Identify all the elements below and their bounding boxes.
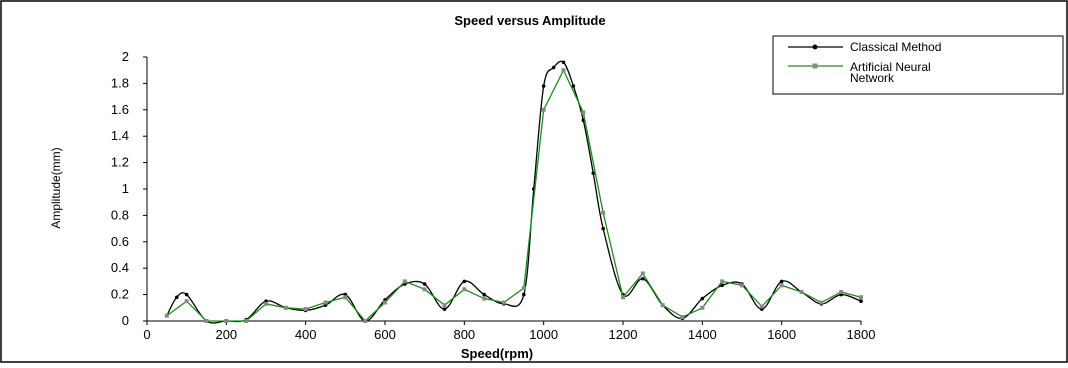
data-point bbox=[621, 295, 625, 300]
chart-title: Speed versus Amplitude bbox=[454, 13, 605, 28]
data-point bbox=[859, 295, 863, 300]
x-tick-label: 800 bbox=[453, 327, 475, 342]
x-tick-label: 1200 bbox=[609, 327, 638, 342]
data-point bbox=[799, 289, 804, 294]
legend-label-ann-line2: Network bbox=[850, 71, 895, 85]
y-tick-label: 0.6 bbox=[111, 234, 129, 249]
data-point bbox=[343, 295, 348, 300]
data-point bbox=[700, 305, 705, 310]
legend-label-ann: Artificial Neural bbox=[850, 60, 931, 74]
data-point bbox=[779, 279, 784, 284]
y-tick-label: 2 bbox=[122, 49, 129, 64]
data-point bbox=[561, 60, 566, 65]
data-point bbox=[164, 313, 169, 318]
data-point bbox=[859, 299, 863, 304]
data-point bbox=[224, 319, 229, 323]
data-point bbox=[541, 84, 546, 88]
x-tick-label: 1400 bbox=[688, 327, 717, 342]
data-point bbox=[502, 300, 506, 305]
y-tick-label: 0.8 bbox=[111, 207, 129, 222]
data-point bbox=[720, 283, 724, 288]
data-point bbox=[383, 300, 387, 305]
data-point bbox=[482, 292, 486, 297]
data-point bbox=[720, 279, 725, 284]
data-point bbox=[839, 289, 844, 294]
data-point bbox=[184, 292, 189, 297]
legend-marker-ann bbox=[812, 63, 818, 69]
data-point bbox=[283, 305, 288, 310]
x-tick-label: 400 bbox=[295, 327, 317, 342]
data-point bbox=[581, 110, 586, 115]
x-tick-label: 1600 bbox=[767, 327, 796, 342]
data-point bbox=[422, 282, 427, 286]
data-point bbox=[740, 283, 744, 288]
data-point bbox=[759, 304, 764, 309]
x-axis-title: Speed(rpm) bbox=[461, 346, 533, 361]
series-layer bbox=[164, 60, 863, 324]
data-point bbox=[442, 307, 447, 311]
data-point bbox=[174, 295, 179, 300]
axes: 0 0.2 0.4 0.6 0.8 1 1.2 1.4 1.6 1.8 2 0 200 400 600 800… bbox=[111, 49, 876, 342]
data-point bbox=[184, 299, 189, 304]
y-tick-label: 1.4 bbox=[111, 128, 129, 143]
data-point bbox=[422, 287, 427, 292]
y-axis-title: Amplitude(mm) bbox=[49, 147, 63, 228]
data-point bbox=[323, 300, 328, 305]
series-artificial-neural-network bbox=[164, 68, 863, 323]
data-point bbox=[551, 65, 556, 70]
series-line bbox=[166, 68, 862, 322]
data-point bbox=[601, 210, 606, 215]
y-tick-label: 0 bbox=[122, 313, 129, 328]
data-point bbox=[541, 107, 546, 112]
y-tick-label: 1 bbox=[122, 181, 129, 196]
legend: Classical Method Artificial Neural Netwo… bbox=[772, 35, 1064, 95]
data-point bbox=[601, 226, 605, 231]
data-point bbox=[462, 279, 467, 284]
y-tick-label: 1.8 bbox=[111, 75, 129, 90]
y-tick-label: 1.6 bbox=[111, 102, 129, 117]
data-point bbox=[522, 292, 526, 297]
data-point bbox=[244, 319, 249, 323]
data-point bbox=[462, 287, 467, 292]
legend-box bbox=[772, 35, 1064, 95]
data-point bbox=[264, 301, 268, 306]
y-tick-label: 1.2 bbox=[111, 155, 129, 170]
data-point bbox=[680, 315, 685, 320]
legend-label-classical: Classical Method bbox=[850, 40, 941, 54]
x-tick-label: 600 bbox=[374, 327, 396, 342]
data-point bbox=[442, 303, 447, 308]
y-tick-label: 0.2 bbox=[111, 287, 129, 302]
data-point bbox=[204, 319, 209, 323]
data-point bbox=[521, 286, 526, 290]
data-point bbox=[402, 279, 407, 284]
data-point bbox=[819, 300, 824, 305]
data-point bbox=[591, 171, 596, 175]
data-point bbox=[660, 303, 665, 308]
data-point bbox=[363, 319, 368, 323]
data-point bbox=[700, 296, 705, 301]
legend-marker-classical bbox=[812, 44, 818, 50]
data-point bbox=[303, 307, 308, 312]
data-point bbox=[561, 68, 566, 73]
x-tick-label: 1800 bbox=[847, 327, 876, 342]
x-tick-label: 1000 bbox=[529, 327, 558, 342]
data-point bbox=[482, 296, 487, 301]
data-point bbox=[641, 276, 645, 281]
data-point bbox=[779, 283, 784, 288]
x-tick-label: 200 bbox=[215, 327, 237, 342]
data-point bbox=[571, 84, 576, 88]
y-tick-label: 0.4 bbox=[111, 260, 129, 275]
x-tick-label: 0 bbox=[143, 327, 150, 342]
data-point bbox=[640, 271, 645, 276]
